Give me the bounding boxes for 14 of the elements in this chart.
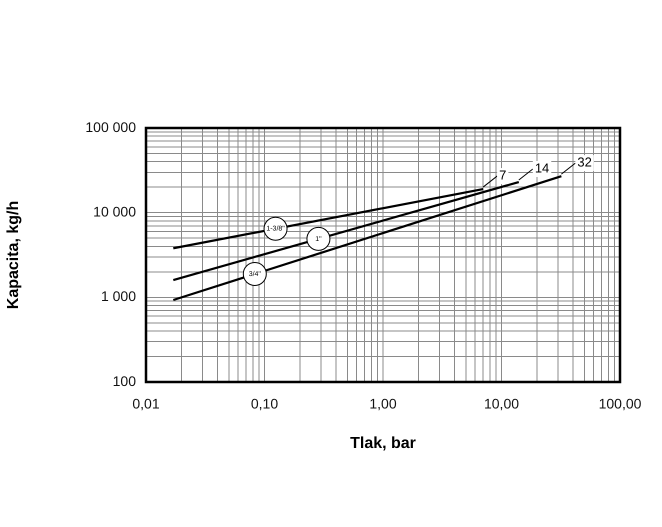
- y-axis-title: Kapacita, kg/h: [5, 200, 22, 310]
- x-tick-label: 0,01: [132, 395, 160, 412]
- y-tick-label: 1 000: [100, 288, 136, 304]
- x-axis-title: Tlak, bar: [350, 434, 416, 452]
- y-tick-label: 100 000: [85, 118, 136, 135]
- annotation: 32: [577, 154, 592, 170]
- x-tick-label: 0,10: [250, 395, 278, 412]
- x-tick-label: 100,00: [598, 395, 642, 412]
- annotation: 7: [499, 168, 506, 183]
- annotation: 14: [534, 160, 550, 176]
- x-tick-label: 1,00: [369, 395, 397, 412]
- y-tick-label: 10 000: [93, 204, 136, 220]
- y-tick-label: 100: [112, 372, 136, 389]
- x-tick-label: 10,00: [484, 395, 520, 412]
